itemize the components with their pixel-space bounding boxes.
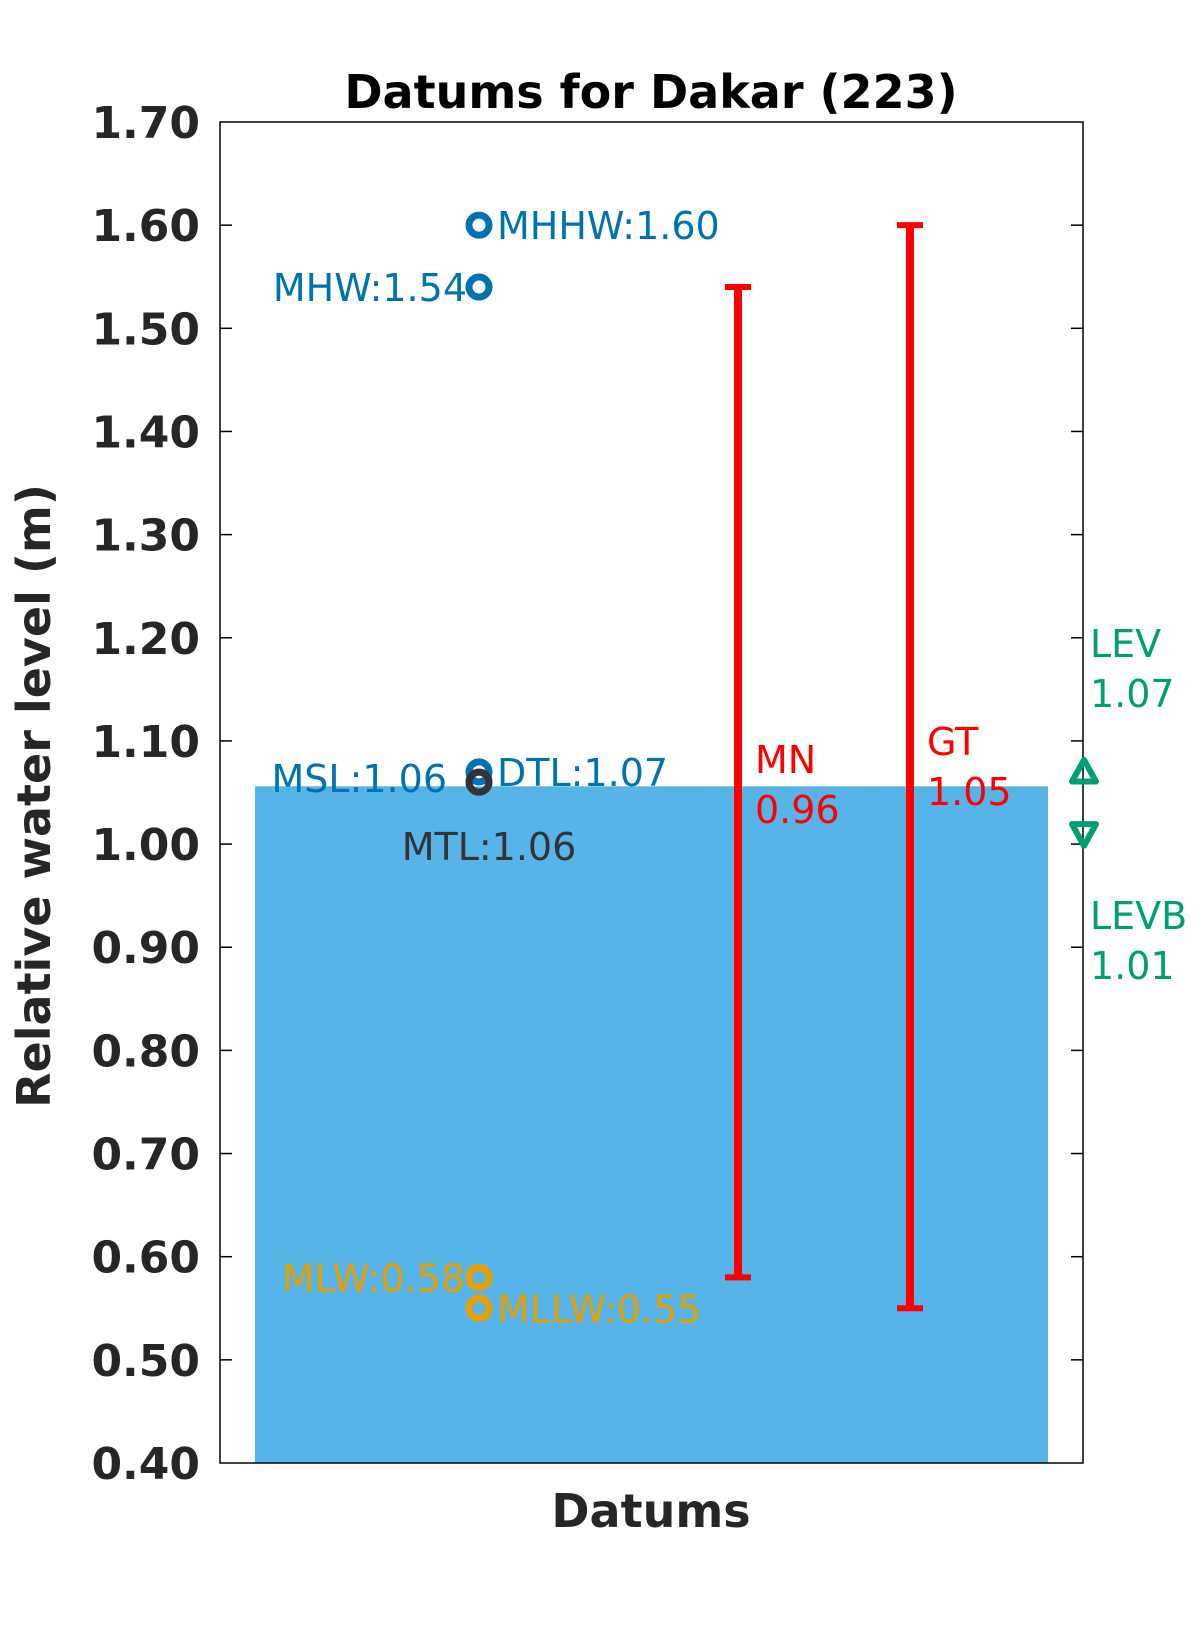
y-tick-label: 1.40 [91, 407, 200, 458]
plot-area: 0.40 0.50 0.60 0.70 0.80 0.90 1.00 1.10 1.20 1.30… [91, 98, 1187, 1490]
y-axis-label: Relative water level (m) [7, 484, 61, 1108]
extreme-marker-levb [1069, 821, 1099, 849]
range-value-gt: 1.05 [927, 770, 1012, 814]
datum-marker-mhw [465, 273, 493, 301]
y-tick-label: 0.90 [91, 923, 200, 974]
range-value-mn: 0.96 [755, 788, 840, 832]
y-tick-label: 0.70 [91, 1130, 200, 1181]
datum-label-mhhw: MHHW:1.60 [497, 204, 720, 248]
datum-marker-mlw [465, 1263, 493, 1291]
y-tick-label: 0.60 [91, 1233, 200, 1284]
y-tick-label: 0.80 [91, 1026, 200, 1077]
datum-label-mhw: MHW:1.54 [273, 266, 467, 310]
datum-marker-mllw [465, 1294, 493, 1322]
chart-title: Datums for Dakar (223) [344, 65, 957, 119]
y-tick-label: 1.70 [91, 98, 200, 149]
y-tick-label: 1.50 [91, 304, 200, 355]
y-tick-label: 1.30 [91, 511, 200, 562]
extreme-value-levb: 1.01 [1090, 944, 1175, 988]
y-tick-label: 1.00 [91, 820, 200, 871]
datum-label-mtl: MTL:1.06 [402, 825, 577, 869]
datum-marker-mtl [465, 768, 493, 796]
extreme-value-lev: 1.07 [1090, 672, 1175, 716]
x-axis-label: Datums [551, 1484, 750, 1538]
y-tick-label: 0.40 [91, 1439, 200, 1490]
datum-label-dtl: DTL:1.07 [497, 751, 668, 795]
range-name-mn: MN [755, 738, 816, 782]
y-tick-label: 1.60 [91, 201, 200, 252]
datum-marker-dtl [465, 758, 493, 786]
y-tick-label: 1.10 [91, 717, 200, 768]
plot-frame [219, 121, 1084, 1464]
datum-marker-mhhw [465, 211, 493, 239]
extreme-marker-lev [1069, 756, 1099, 785]
datum-label-mllw: MLLW:0.55 [497, 1287, 701, 1331]
extreme-name-lev: LEV [1090, 622, 1161, 666]
y-tick-label: 1.20 [91, 614, 200, 665]
background-bar [255, 786, 1048, 1463]
y-tick-label: 0.50 [91, 1336, 200, 1387]
extreme-name-levb: LEVB [1090, 894, 1187, 938]
datum-label-mlw: MLW:0.58 [282, 1256, 465, 1300]
datum-label-msl: MSL:1.06 [272, 757, 448, 801]
range-name-gt: GT [927, 720, 979, 764]
